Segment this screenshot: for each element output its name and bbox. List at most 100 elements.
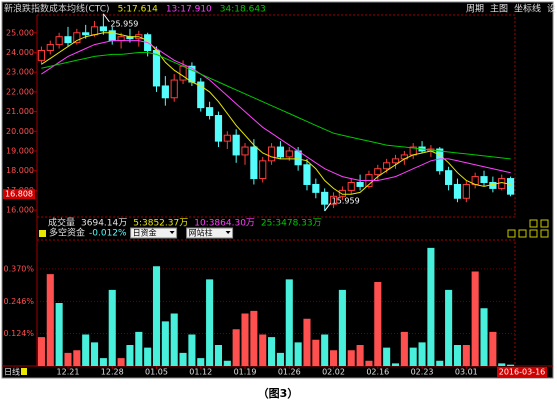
bar: [179, 352, 187, 366]
x-tick-label: 02.02: [322, 368, 345, 377]
icon[interactable]: [540, 219, 549, 228]
y-tick-label: 22.000: [6, 87, 34, 96]
candle-body: [445, 170, 453, 185]
indicator-panel-frame: [36, 239, 516, 367]
icon[interactable]: [540, 229, 549, 238]
annotation-pointer: [324, 202, 332, 212]
icon[interactable]: [507, 229, 516, 238]
bar: [90, 342, 99, 366]
icon[interactable]: [518, 229, 527, 238]
bar: [383, 347, 391, 366]
period-icon[interactable]: [21, 368, 27, 375]
candle-body: [108, 30, 116, 42]
candle-body: [383, 162, 391, 170]
dropdown-arrow[interactable]: [169, 231, 175, 234]
toolbar-item[interactable]: 主图: [490, 3, 508, 15]
x-tick-label: 02.23: [411, 368, 434, 377]
candle-body: [64, 36, 72, 44]
x-tick-label: 01.05: [145, 368, 168, 377]
panel-icons[interactable]: [39, 219, 549, 238]
candle-body: [73, 32, 81, 44]
volume-label: 5:3852.37万: [133, 219, 188, 229]
candle-body: [347, 182, 355, 191]
indicator-value: -0.012%: [89, 229, 127, 239]
candle-body: [55, 36, 63, 46]
candle-body: [99, 26, 107, 32]
dropdown-label[interactable]: 日资金: [133, 228, 157, 238]
candle-body: [206, 107, 214, 117]
toolbar-item[interactable]: 坐标线: [514, 3, 541, 15]
bar: [135, 331, 143, 366]
dropdown-arrow[interactable]: [225, 231, 231, 234]
candle-body: [46, 44, 54, 51]
bar: [55, 303, 63, 366]
y-tick-label: 21.000: [6, 107, 34, 116]
bar: [37, 337, 45, 366]
annotation-pointer: [102, 13, 110, 23]
candle-body: [453, 183, 462, 199]
indicator-title: 多空资金: [49, 227, 85, 239]
candle-body: [223, 134, 231, 142]
volume-label: 成交量: [48, 217, 75, 229]
icon[interactable]: [529, 219, 538, 228]
bar: [462, 345, 470, 366]
bar: [312, 339, 320, 366]
y-tick-label: 25.000: [6, 28, 34, 37]
y-tick-label: 0.124%: [3, 329, 34, 338]
cursor-box: [497, 367, 547, 377]
bar: [409, 347, 417, 366]
bar: [64, 352, 72, 366]
dropdown[interactable]: [130, 227, 178, 239]
candle-body: [462, 183, 470, 199]
bar: [46, 274, 54, 366]
candle-body: [338, 189, 346, 197]
bar: [418, 342, 426, 366]
bar: [427, 247, 435, 366]
x-tick-label: 01.26: [278, 368, 301, 377]
bar: [117, 358, 125, 366]
bar: [268, 337, 276, 366]
candle-body: [214, 115, 223, 142]
bar: [471, 271, 479, 366]
bar: [294, 342, 302, 366]
toolbar-item[interactable]: 周期: [466, 4, 484, 15]
y-tick-label: 18.000: [6, 166, 34, 175]
bar: [507, 364, 515, 366]
candle-body: [356, 182, 364, 187]
bar: [82, 334, 90, 366]
bar: [276, 352, 284, 366]
bar: [144, 347, 152, 366]
toolbar-item[interactable]: 设: [547, 4, 556, 15]
annotation: 15.959: [332, 196, 360, 205]
candle-body: [374, 168, 382, 176]
bar: [214, 345, 223, 366]
last-price-label: 16.808: [5, 190, 33, 199]
bar: [161, 321, 169, 366]
bar: [347, 350, 355, 366]
chart-title: 新浪跌指数成本均线(CTC): [4, 3, 110, 15]
candle-body: [197, 81, 205, 109]
bar: [338, 289, 346, 366]
ma-line: [41, 32, 511, 195]
volume-label: 3694.14万: [81, 219, 127, 229]
bar: [285, 279, 293, 366]
candle-body: [161, 85, 169, 99]
bar: [436, 360, 444, 366]
y-tick-label: 0.370%: [3, 264, 34, 273]
candle-body: [37, 49, 46, 61]
caption: （图3）: [258, 387, 299, 400]
legend-entry: 5:17.614: [118, 5, 159, 15]
bar: [453, 345, 462, 366]
icon[interactable]: [529, 229, 538, 238]
dropdown[interactable]: [186, 227, 234, 239]
candle-body: [250, 146, 258, 180]
help-icon[interactable]: [39, 230, 46, 237]
bar: [197, 358, 205, 366]
candle-body: [82, 32, 90, 36]
dropdown-label[interactable]: 网站柱: [189, 228, 213, 238]
bar: [152, 266, 161, 366]
volume-label: 10:3864.30万: [194, 219, 255, 229]
bar: [321, 334, 329, 366]
